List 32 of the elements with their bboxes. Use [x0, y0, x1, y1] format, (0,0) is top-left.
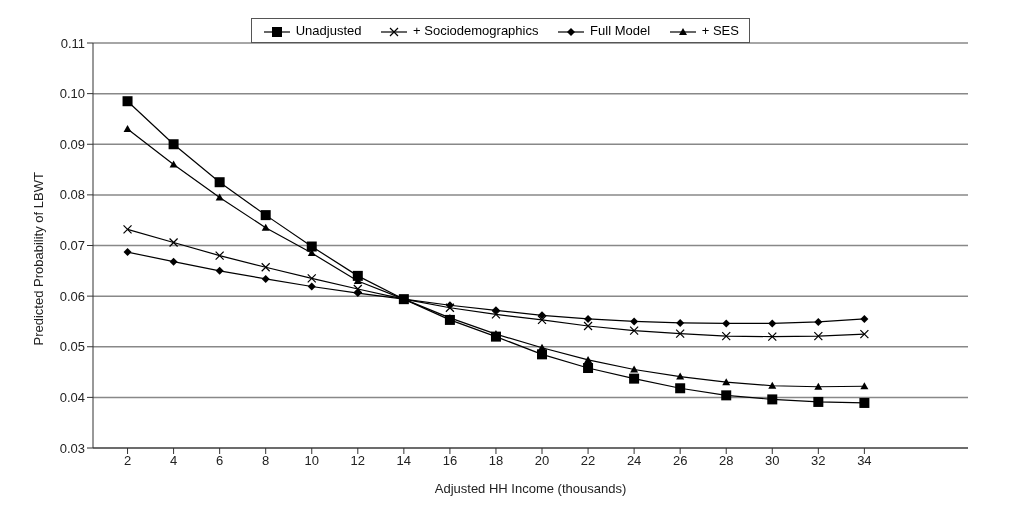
x-tick-label: 12 [350, 453, 366, 469]
x-tick-label: 10 [304, 453, 319, 469]
x-tick-label: 2 [123, 453, 132, 469]
x-tick-label: 20 [534, 453, 550, 469]
y-tick-label: 0.09 [59, 136, 85, 152]
x-tick-label: 6 [216, 453, 224, 469]
y-axis-title: Predicted Probability of LBWT [30, 172, 46, 346]
x-tick-label: 30 [765, 453, 780, 469]
x-tick-label: 14 [396, 453, 412, 469]
x-tick-label: 28 [718, 453, 734, 469]
y-tick-label: 0.03 [59, 440, 85, 456]
y-tick-label: 0.08 [59, 187, 85, 203]
x-tick-label: 4 [169, 453, 178, 469]
y-tick-label: 0.11 [60, 35, 85, 51]
legend-label: + Sociodemographics [412, 23, 539, 38]
y-tick-label: 0.04 [59, 389, 85, 405]
y-tick-label: 0.06 [59, 288, 85, 304]
legend-label: Unadjusted [294, 23, 362, 38]
y-tick-label: 0.07 [59, 238, 85, 254]
y-tick-label: 0.10 [59, 86, 85, 102]
x-tick-label: 16 [442, 453, 458, 469]
x-tick-label: 34 [857, 453, 872, 469]
legend-label: Full Model [589, 23, 651, 38]
y-tick-label: 0.05 [59, 339, 85, 355]
x-tick-label: 8 [262, 453, 270, 469]
x-tick-label: 24 [626, 453, 642, 469]
legend-label: + SES [700, 23, 739, 38]
x-tick-label: 26 [672, 453, 688, 469]
x-tick-label: 18 [488, 453, 504, 469]
x-tick-label: 32 [811, 453, 826, 469]
x-axis-title: Adjusted HH Income (thousands) [434, 481, 627, 496]
x-tick-label: 22 [580, 453, 596, 469]
